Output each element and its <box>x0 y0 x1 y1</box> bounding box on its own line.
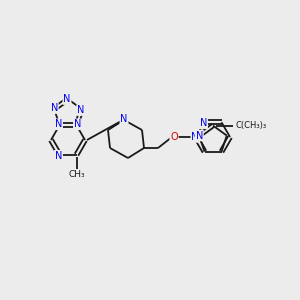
Text: N: N <box>196 130 203 141</box>
Text: N: N <box>51 103 58 113</box>
Text: N: N <box>63 94 71 104</box>
Text: N: N <box>200 118 207 128</box>
Text: N: N <box>120 114 128 124</box>
Text: N: N <box>74 119 81 129</box>
Text: O: O <box>170 132 178 142</box>
Text: N: N <box>77 105 84 115</box>
Text: N: N <box>191 132 199 142</box>
Text: N: N <box>55 151 62 161</box>
Text: CH₃: CH₃ <box>68 170 85 179</box>
Text: N: N <box>55 119 62 129</box>
Text: C(CH₃)₃: C(CH₃)₃ <box>235 121 266 130</box>
